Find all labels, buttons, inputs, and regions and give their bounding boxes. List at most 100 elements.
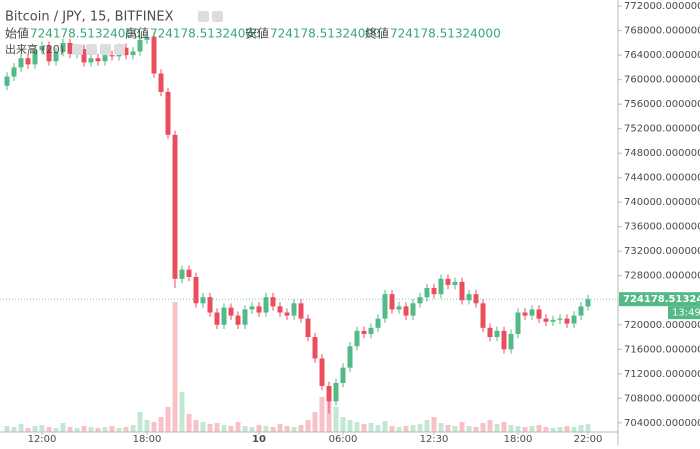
volume-bar (424, 420, 430, 432)
candle-body (193, 276, 199, 304)
open-value: 724178.51324000 (30, 27, 141, 41)
candle-body (445, 278, 451, 285)
candle-body (347, 346, 353, 368)
volume-bar (564, 426, 570, 432)
y-tick-label: 764000.00000000 (624, 50, 700, 61)
volume-bar (277, 424, 283, 432)
candle-body (130, 51, 136, 56)
x-tick-label: 12:00 (28, 434, 57, 445)
candle-body (340, 367, 346, 383)
x-tick-label: 22:00 (574, 434, 603, 445)
high-value: 724178.51324000 (150, 27, 261, 41)
low-label: 安値 (245, 26, 269, 41)
volume-bar (550, 428, 556, 432)
volume-bar (410, 425, 416, 432)
volume-bar (508, 425, 514, 432)
candle-body (144, 36, 150, 40)
volume-bar (438, 423, 444, 432)
volume-bar (543, 427, 549, 432)
volume-bar (53, 428, 59, 432)
candle-body (32, 50, 38, 65)
candle-body (375, 318, 381, 328)
volume-bar (95, 428, 101, 432)
candle-body (522, 312, 528, 316)
candle-body (4, 76, 10, 86)
x-tick-label: 10 (252, 434, 266, 445)
volume-bar (116, 428, 122, 432)
volume-bar (102, 427, 108, 432)
candle-body (494, 330, 500, 338)
candle-body (466, 294, 472, 301)
candle-body (214, 312, 220, 325)
volume-bar (39, 425, 45, 432)
candle-body (410, 303, 416, 316)
candle-body (508, 333, 514, 350)
y-tick-label: 712000.00000000 (624, 369, 700, 380)
volume-bar (298, 425, 304, 432)
icon[interactable] (212, 11, 223, 22)
volume-bar (333, 407, 339, 432)
candle-body (158, 73, 164, 92)
volume-bar (151, 422, 157, 432)
candle-body (431, 288, 437, 295)
candle-body (81, 49, 87, 63)
candle-body (25, 58, 31, 65)
icon[interactable] (198, 11, 209, 22)
volume-bar (571, 427, 577, 432)
volume-bar (193, 420, 199, 432)
volume-bar (179, 392, 185, 432)
candle-body (550, 319, 556, 322)
volume-bar (319, 397, 325, 432)
candle-body (319, 358, 325, 387)
volume-bar (60, 423, 66, 432)
y-tick-label: 728000.00000000 (624, 271, 700, 282)
last-price-label: 724178.51324000 (623, 294, 700, 305)
volume-bar (221, 425, 227, 432)
volume-bar (158, 417, 164, 432)
volume-bar (4, 426, 10, 432)
candle-body (88, 58, 94, 63)
symbol: Bitcoin / JPY, 15, BITFINEX (5, 10, 174, 25)
candle-body (389, 294, 395, 310)
icon[interactable] (86, 44, 97, 55)
volume-bar (529, 426, 535, 432)
candle-body (536, 309, 542, 319)
y-tick-label: 708000.00000000 (624, 393, 700, 404)
volume-bar (130, 425, 136, 432)
volume-bar (144, 420, 150, 432)
icon[interactable] (72, 44, 83, 55)
volume-bar (515, 426, 521, 432)
y-tick-label: 772000.00000000 (624, 1, 700, 12)
x-tick-label: 18:00 (133, 434, 162, 445)
countdown-tag (668, 306, 700, 320)
candle-body (438, 278, 444, 295)
open-label: 始値 (5, 26, 29, 41)
candle-body (256, 306, 262, 313)
volume-bar (88, 427, 94, 432)
candle-body (396, 306, 402, 310)
candle-body (333, 382, 339, 402)
volume-bar (382, 421, 388, 432)
y-tick-label: 768000.00000000 (624, 26, 700, 37)
candle-body (452, 281, 458, 285)
volume-bar (445, 425, 451, 432)
last-price-tag (619, 292, 700, 307)
candle-body (39, 45, 45, 51)
icon[interactable] (100, 44, 111, 55)
volume-bar (522, 427, 528, 432)
candle-body (291, 303, 297, 316)
candle-body (235, 315, 241, 325)
icon[interactable] (114, 44, 125, 55)
candle-body (277, 306, 283, 313)
countdown: 13:49 (672, 308, 700, 319)
volume-bar (480, 423, 486, 432)
close-value: 724178.51324000 (390, 27, 501, 41)
volume-bar (263, 426, 269, 432)
volume-bar (473, 427, 479, 432)
volume-bar (396, 427, 402, 432)
candle-body (543, 318, 549, 322)
x-tick-label: 18:00 (504, 434, 533, 445)
volume-bar (46, 427, 52, 432)
